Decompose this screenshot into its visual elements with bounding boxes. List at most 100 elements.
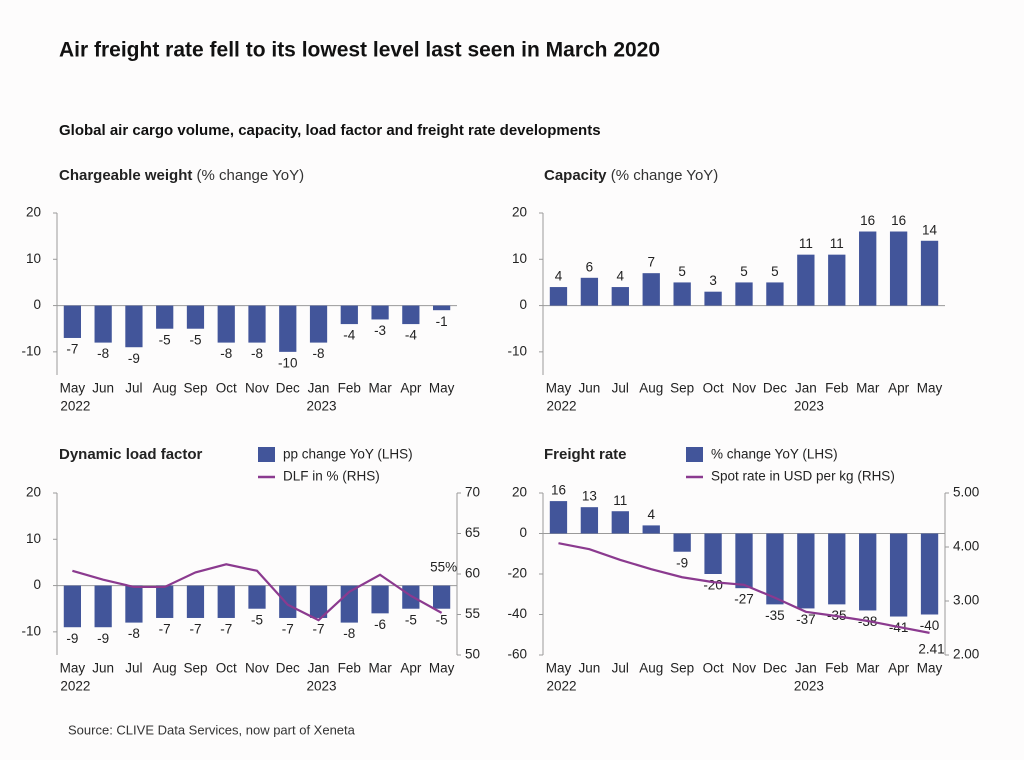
bar-value-label: 16 xyxy=(891,213,906,228)
bar xyxy=(309,305,328,343)
bar-value-label: 13 xyxy=(582,489,597,504)
chart-subtitle: (% change YoY) xyxy=(611,167,719,184)
bar-value-label: -8 xyxy=(313,346,325,361)
bar xyxy=(433,585,451,609)
x-tick-label: Jan xyxy=(308,661,330,676)
bar xyxy=(125,305,143,348)
bar xyxy=(549,501,568,534)
y-tick-label: 20 xyxy=(512,485,527,500)
y-tick-label: 0 xyxy=(519,525,527,540)
x-tick-label: Jul xyxy=(125,661,142,676)
bar-value-label: -20 xyxy=(703,578,723,593)
bar-value-label: -5 xyxy=(436,612,448,627)
bar-value-label: -7 xyxy=(159,622,171,637)
chart-title-text: Capacity xyxy=(544,167,607,184)
x-tick-label: Mar xyxy=(368,661,392,676)
y-tick-label: 0 xyxy=(33,577,41,592)
chart-title: Chargeable weight (% change YoY) xyxy=(59,167,304,184)
x-year-label: 2023 xyxy=(794,399,824,414)
x-tick-label: Aug xyxy=(153,661,177,676)
bar xyxy=(704,533,722,574)
bar-value-label: -1 xyxy=(436,314,448,329)
bar xyxy=(735,533,753,589)
x-tick-label: Jan xyxy=(795,381,817,396)
x-tick-label: Dec xyxy=(763,661,787,676)
x-year-label: 2022 xyxy=(546,679,576,694)
x-tick-label: Feb xyxy=(338,661,361,676)
bar-value-label: -7 xyxy=(282,622,294,637)
bar xyxy=(704,291,722,306)
x-tick-label: Oct xyxy=(703,381,724,396)
bar xyxy=(766,533,784,605)
line xyxy=(72,563,443,622)
source: Source: CLIVE Data Services, now part of… xyxy=(68,722,356,737)
chart-title: Freight rate xyxy=(544,446,627,463)
bar-value-label: -6 xyxy=(374,617,386,632)
x-year-label: 2023 xyxy=(307,679,337,694)
x-tick-label: Feb xyxy=(338,381,361,396)
bar xyxy=(797,533,815,609)
bar-value-label: -4 xyxy=(405,328,417,343)
x-tick-label: May xyxy=(917,661,943,676)
bar-value-label: 5 xyxy=(740,264,748,279)
bar xyxy=(248,585,266,609)
line xyxy=(558,542,930,634)
bar-value-label: -7 xyxy=(189,622,201,637)
bar xyxy=(859,231,877,306)
bar-value-label: -5 xyxy=(189,332,201,347)
bar-value-label: -9 xyxy=(128,351,140,366)
x-tick-label: Apr xyxy=(400,661,422,676)
chart-title-text: Dynamic load factor xyxy=(59,446,203,463)
bar-value-label: -8 xyxy=(251,346,263,361)
chart-title-text: Chargeable weight xyxy=(59,167,192,184)
x-tick-label: Oct xyxy=(216,661,237,676)
bar xyxy=(920,240,939,306)
y-tick-label: -40 xyxy=(507,606,527,621)
y2-tick-label: 2.00 xyxy=(953,647,979,662)
x-tick-label: Mar xyxy=(856,661,880,676)
x-tick-label: Sep xyxy=(183,381,207,396)
chart-title: Capacity (% change YoY) xyxy=(544,167,718,184)
bar-value-label: 5 xyxy=(678,264,686,279)
line-value-label: 2.41 xyxy=(918,641,944,656)
y2-tick-label: 3.00 xyxy=(953,593,979,608)
bar xyxy=(279,305,297,352)
x-tick-label: Apr xyxy=(888,661,910,676)
bar-value-label: 7 xyxy=(647,255,655,270)
bar xyxy=(673,533,691,552)
bar-value-label: -9 xyxy=(97,631,109,646)
chart-subtitle: (% change YoY) xyxy=(197,167,305,184)
bar-value-label: -8 xyxy=(343,626,355,641)
bar-value-label: 3 xyxy=(709,273,717,288)
y-tick-label: -60 xyxy=(507,647,527,662)
y-tick-label: -10 xyxy=(21,343,41,358)
page-subtitle: Global air cargo volume, capacity, load … xyxy=(59,122,601,139)
x-tick-label: Mar xyxy=(856,381,880,396)
bar xyxy=(63,305,81,338)
bar xyxy=(859,533,877,611)
y-tick-label: 20 xyxy=(512,205,527,220)
bar-value-label: -27 xyxy=(734,592,754,607)
bar-value-label: -10 xyxy=(278,355,298,370)
y2-tick-label: 5.00 xyxy=(953,485,979,500)
line-value-label: 55% xyxy=(430,559,457,574)
bar-value-label: 11 xyxy=(799,236,813,251)
bar xyxy=(248,305,266,343)
bar xyxy=(580,277,599,306)
y-tick-label: 20 xyxy=(26,485,41,500)
bar-value-label: 14 xyxy=(922,222,938,237)
y2-tick-label: 70 xyxy=(465,485,480,500)
legend-swatch xyxy=(258,447,275,462)
bar xyxy=(828,533,846,605)
bar-value-label: -40 xyxy=(920,618,940,633)
x-tick-label: Jan xyxy=(795,661,817,676)
legend-label: DLF in % (RHS) xyxy=(283,469,380,484)
bar-value-label: -7 xyxy=(66,342,78,357)
y-tick-label: 10 xyxy=(26,251,41,266)
bar-value-label: 4 xyxy=(617,269,625,284)
x-tick-label: May xyxy=(546,661,572,676)
x-tick-label: Nov xyxy=(245,661,269,676)
y2-tick-label: 4.00 xyxy=(953,539,979,554)
y-tick-label: -10 xyxy=(21,623,41,638)
